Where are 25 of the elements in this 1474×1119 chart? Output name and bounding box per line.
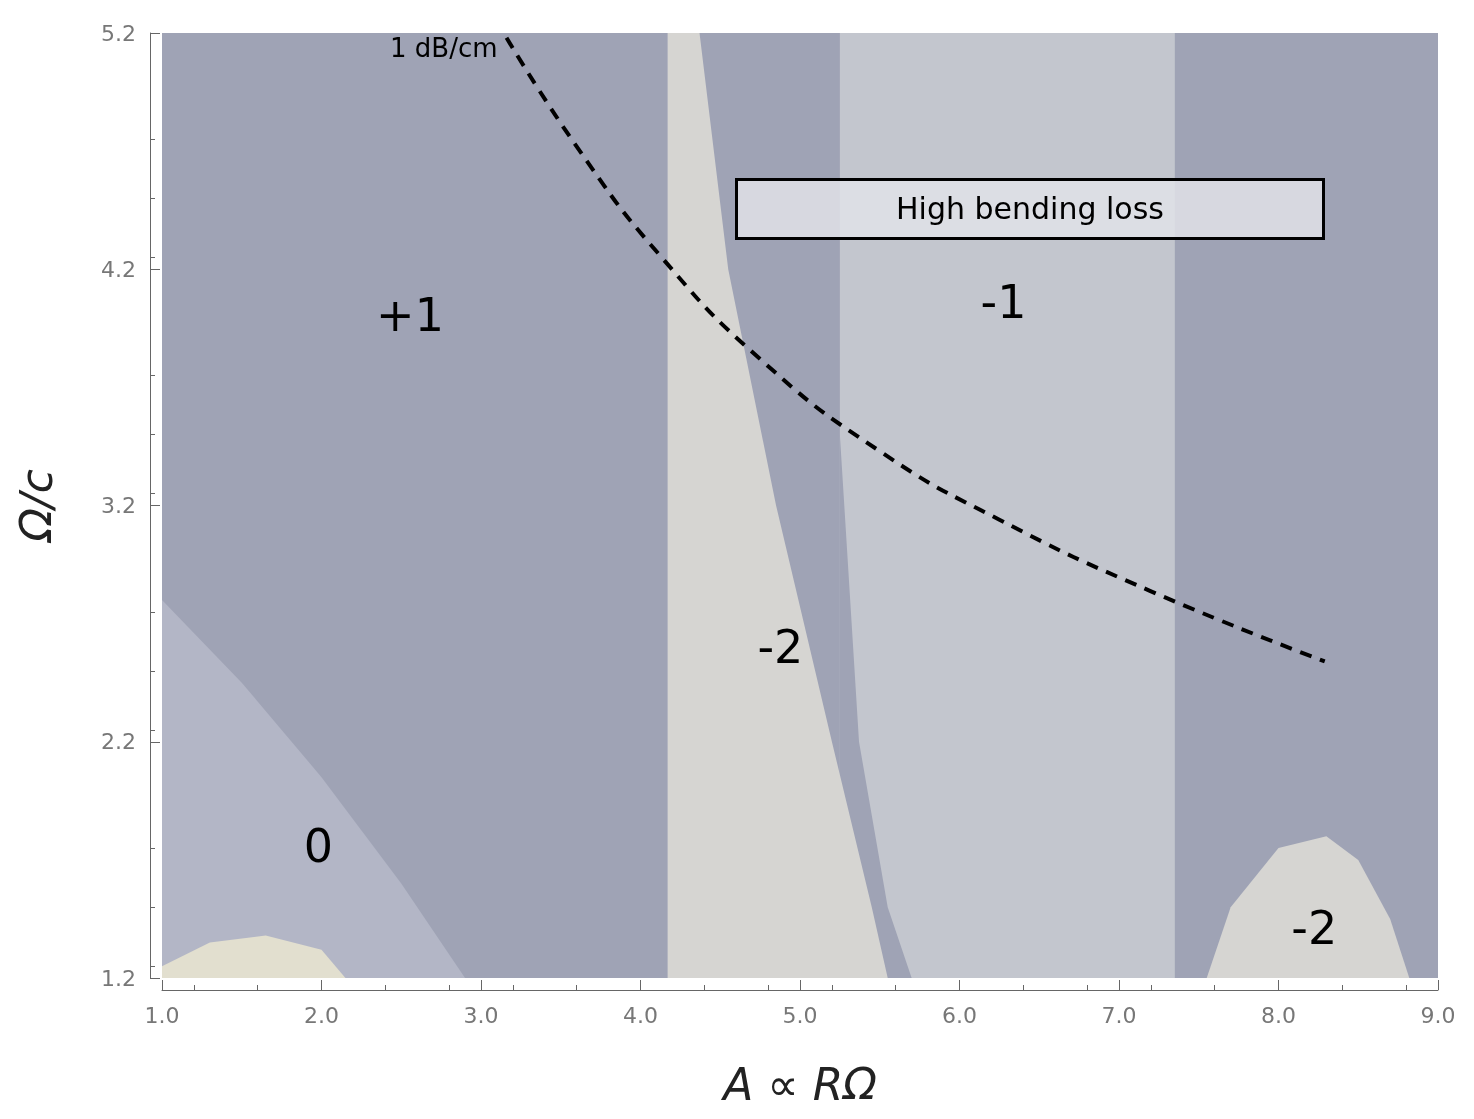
x-tick-label: 9.0 [1420, 1002, 1456, 1028]
series-label: 0 [303, 818, 333, 873]
line-series [504, 35, 1327, 664]
x-tick-label: 1.0 [144, 1002, 180, 1028]
x-tick-label: 8.0 [1261, 1002, 1296, 1028]
annotation: High bending loss [896, 191, 1164, 226]
x-tick-label: 4.0 [623, 1002, 658, 1028]
series-label: 1 dB/cm [389, 32, 498, 63]
series-label: -2 [1291, 901, 1338, 956]
x-axis-title: A ∝ RΩ [720, 1058, 878, 1110]
band-label: -1 [980, 274, 1027, 329]
x-tick-label: 6.0 [942, 1002, 977, 1028]
text-box: High bending loss [735, 178, 1325, 240]
x-tick-label: 7.0 [1101, 1002, 1137, 1028]
y-tick-label: 1.2 [101, 965, 136, 991]
y-tick-label: 4.2 [101, 256, 136, 282]
y-tick-label: 3.2 [101, 493, 136, 518]
x-tick-label: 5.0 [782, 1002, 818, 1028]
y-axis-title: Ω/c [10, 469, 62, 544]
x-tick-label: 2.0 [304, 1002, 339, 1028]
series-label: -2 [757, 620, 804, 675]
y-tick-label: 5.2 [101, 20, 136, 46]
annotation: +1 [375, 287, 445, 343]
y-tick-label: 2.2 [101, 729, 136, 755]
x-tick-label: 3.0 [463, 1002, 499, 1028]
